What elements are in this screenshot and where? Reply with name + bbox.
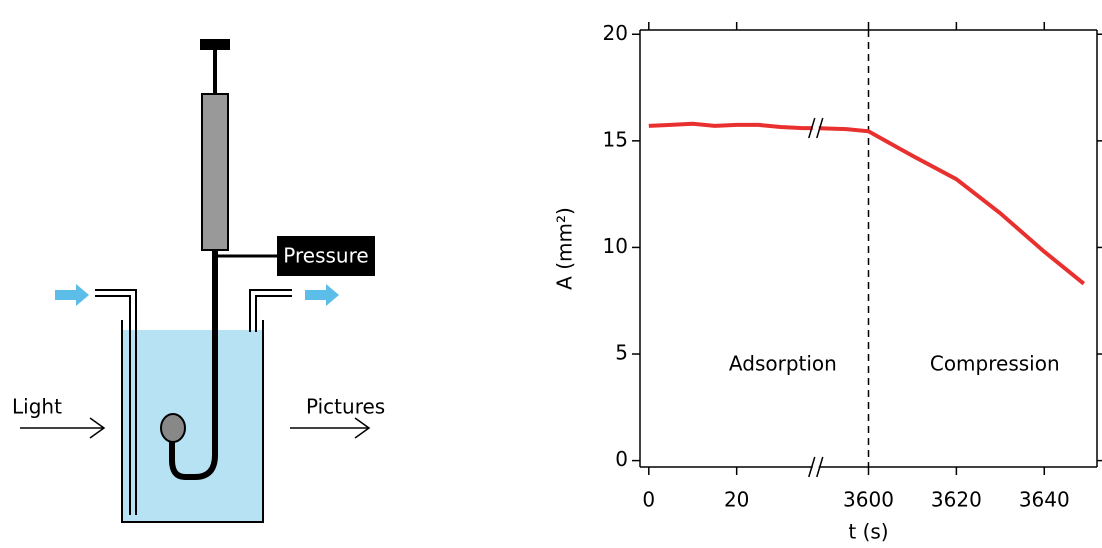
y-tick-label: 5 <box>615 341 628 365</box>
pictures-label: Pictures <box>306 395 385 419</box>
data-line <box>649 124 1084 284</box>
y-tick-label: 15 <box>603 127 628 151</box>
y-tick-label: 10 <box>603 234 628 258</box>
annotation: Adsorption <box>729 352 837 376</box>
inlet-pipe <box>95 290 136 515</box>
flow-arrow <box>55 284 89 306</box>
y-tick-label: 0 <box>615 447 628 471</box>
y-axis-label: A (mm²) <box>553 207 577 290</box>
chart: 0 5 10 15 20 0 20 3600 3620 3640 Adsorption Compres… <box>553 21 1102 544</box>
flow-arrow <box>305 284 339 306</box>
x-tick-label: 3640 <box>1019 488 1070 512</box>
annotation: Compression <box>930 352 1060 376</box>
pictures-arrow <box>290 418 369 438</box>
x-axis-label: t (s) <box>848 520 888 544</box>
outlet-pipe <box>250 290 292 332</box>
bubble <box>161 414 185 442</box>
syringe <box>202 94 228 250</box>
apparatus-diagram: Pressure Light Pictures <box>12 39 385 522</box>
pressure-label: Pressure <box>283 244 368 268</box>
x-tick-label: 3620 <box>931 488 982 512</box>
light-arrow <box>20 418 104 438</box>
plunger-head <box>200 39 230 50</box>
light-label: Light <box>12 395 62 419</box>
x-tick-label: 0 <box>642 488 655 512</box>
x-tick-label: 3600 <box>843 488 894 512</box>
y-tick-label: 20 <box>603 21 628 45</box>
x-tick-label: 20 <box>724 488 749 512</box>
water <box>122 330 263 522</box>
